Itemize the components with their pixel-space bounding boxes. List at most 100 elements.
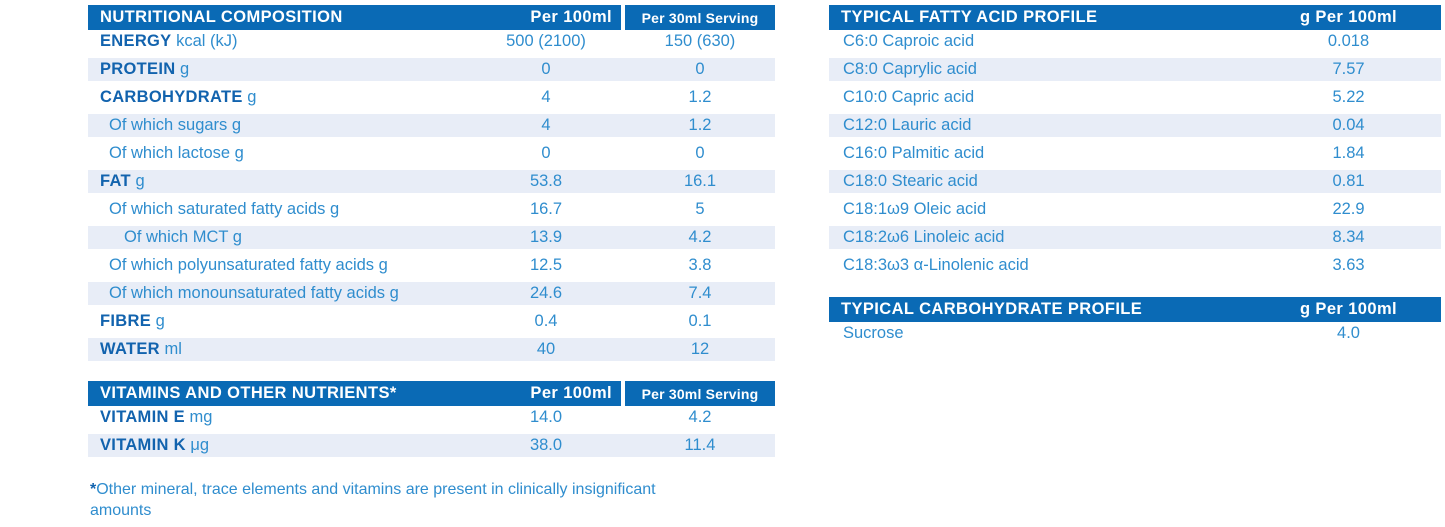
nutrition-info-panel: NUTRITIONAL COMPOSITION Per 100ml Per 30… [88,5,1445,521]
table-title: TYPICAL FATTY ACID PROFILE [841,8,1098,26]
value-per-100ml: 53.8 [529,172,563,190]
carbohydrate-profile-table: TYPICAL CARBOHYDRATE PROFILE g Per 100ml… [829,297,1441,345]
value-per-30ml-serving: 4.2 [688,408,712,426]
row-label: C18:2ω6 Linoleic acid [843,228,1005,246]
value-per-30ml-serving: 150 (630) [664,32,736,50]
table-row: CARBOHYDRATE g 4 1.2 [88,86,775,109]
value-per-100ml: 16.7 [529,200,563,218]
value-g-per-100ml: 3.63 [1332,256,1365,274]
row-label: ENERGY kcal (kJ) [100,32,238,50]
footnote: *Other mineral, trace elements and vitam… [88,479,668,521]
column-header-g-per-100ml: g Per 100ml [1299,300,1398,318]
table-row: Of which sugars g 4 1.2 [88,114,775,137]
table-row: Of which monounsaturated fatty acids g 2… [88,282,775,305]
column-header-per-100ml: Per 100ml [530,8,612,26]
value-per-100ml: 24.6 [529,284,563,302]
row-label: C8:0 Caprylic acid [843,60,977,78]
row-unit: ml [164,340,182,358]
value-per-100ml: 0 [541,144,551,162]
row-label: C18:1ω9 Oleic acid [843,200,987,218]
table-row: WATER ml 40 12 [88,338,775,361]
value-g-per-100ml: 22.9 [1332,200,1365,218]
table-row: Of which polyunsaturated fatty acids g 1… [88,254,775,277]
fatty-acid-profile-table: TYPICAL FATTY ACID PROFILE g Per 100ml C… [829,5,1441,277]
row-label: VITAMIN E mg [100,408,213,426]
value-g-per-100ml: 0.04 [1332,116,1365,134]
row-label: C18:0 Stearic acid [843,172,978,190]
value-g-per-100ml: 4.0 [1337,324,1360,342]
row-label: Of which polyunsaturated fatty acids g [109,256,388,274]
row-label: Of which sugars g [109,116,242,134]
table-body: C6:0 Caproic acid 0.018 C8:0 Caprylic ac… [829,30,1441,277]
table-body: Sucrose 4.0 [829,322,1441,345]
value-per-100ml: 0.4 [534,312,558,330]
value-g-per-100ml: 1.84 [1332,144,1365,162]
column-divider [621,5,625,30]
row-unit: kcal (kJ) [176,32,238,50]
value-per-30ml-serving: 1.2 [688,116,712,134]
table-title: TYPICAL CARBOHYDRATE PROFILE [841,300,1143,318]
row-label: FIBRE g [100,312,165,330]
table-row: VITAMIN E mg 14.0 4.2 [88,406,775,429]
value-per-30ml-serving: 0.1 [688,312,712,330]
table-row: C18:0 Stearic acid 0.81 [829,170,1441,193]
value-per-100ml: 0 [541,60,551,78]
value-per-30ml-serving: 3.8 [688,256,712,274]
row-label: PROTEIN g [100,60,190,78]
value-per-100ml: 12.5 [529,256,563,274]
table-header: VITAMINS AND OTHER NUTRIENTS* Per 100ml … [88,381,775,406]
vitamins-table: VITAMINS AND OTHER NUTRIENTS* Per 100ml … [88,381,775,457]
value-per-100ml: 13.9 [529,228,563,246]
table-row: C12:0 Lauric acid 0.04 [829,114,1441,137]
table-row: C6:0 Caproic acid 0.018 [829,30,1441,53]
column-header-per-30ml-serving: Per 30ml Serving [641,9,759,26]
table-row: Of which saturated fatty acids g 16.7 5 [88,198,775,221]
footnote-asterisk: * [90,481,97,498]
table-header: TYPICAL CARBOHYDRATE PROFILE g Per 100ml [829,297,1441,322]
row-label: C16:0 Palmitic acid [843,144,985,162]
value-per-100ml: 38.0 [529,436,563,454]
row-label: Of which monounsaturated fatty acids g [109,284,399,302]
value-per-30ml-serving: 7.4 [688,284,712,302]
value-per-30ml-serving: 0 [695,144,705,162]
row-label: FAT g [100,172,145,190]
row-label: C18:3ω3 α-Linolenic acid [843,256,1029,274]
table-body: VITAMIN E mg 14.0 4.2 VITAMIN K μg 38.0 … [88,406,775,457]
value-per-100ml: 14.0 [529,408,563,426]
row-label: C10:0 Capric acid [843,88,975,106]
row-label: C6:0 Caproic acid [843,32,975,50]
value-per-30ml-serving: 11.4 [684,436,716,454]
row-unit: g [180,60,190,78]
row-unit: μg [190,436,210,454]
table-row: ENERGY kcal (kJ) 500 (2100) 150 (630) [88,30,775,53]
table-body: ENERGY kcal (kJ) 500 (2100) 150 (630) PR… [88,30,775,361]
value-per-100ml: 4 [541,88,551,106]
column-header-per-30ml-serving: Per 30ml Serving [641,385,759,402]
table-row: Of which MCT g 13.9 4.2 [88,226,775,249]
table-title: NUTRITIONAL COMPOSITION [100,8,343,26]
row-label: Of which MCT g [124,228,242,246]
table-row: Sucrose 4.0 [829,322,1441,345]
row-label: WATER ml [100,340,182,358]
row-label: VITAMIN K μg [100,436,210,454]
row-label: Of which saturated fatty acids g [109,200,340,218]
row-unit: g [247,88,257,106]
row-label: CARBOHYDRATE g [100,88,257,106]
value-per-30ml-serving: 1.2 [688,88,712,106]
value-per-30ml-serving: 4.2 [688,228,712,246]
footnote-text: Other mineral, trace elements and vitami… [90,481,656,519]
table-row: C18:1ω9 Oleic acid 22.9 [829,198,1441,221]
value-per-100ml: 40 [536,340,556,358]
table-row: FAT g 53.8 16.1 [88,170,775,193]
value-per-100ml: 500 (2100) [506,32,586,50]
value-g-per-100ml: 0.81 [1332,172,1365,190]
table-header: NUTRITIONAL COMPOSITION Per 100ml Per 30… [88,5,775,30]
table-row: C8:0 Caprylic acid 7.57 [829,58,1441,81]
value-per-100ml: 4 [541,116,551,134]
table-title: VITAMINS AND OTHER NUTRIENTS* [100,384,397,402]
row-unit: g [135,172,145,190]
value-per-30ml-serving: 0 [695,60,705,78]
table-row: Of which lactose g 0 0 [88,142,775,165]
row-unit: g [155,312,165,330]
row-label: Sucrose [843,324,904,342]
